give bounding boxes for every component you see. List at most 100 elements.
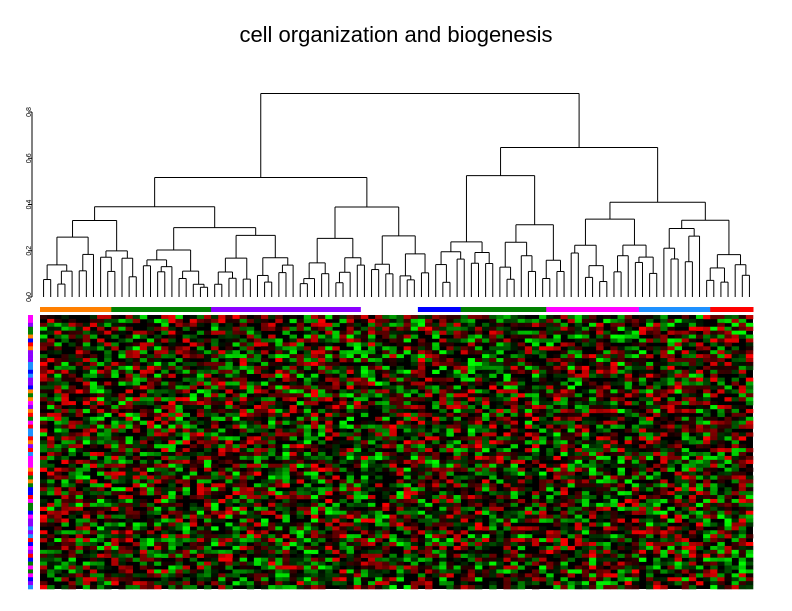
heatmap-cell xyxy=(97,502,105,508)
heatmap-cell xyxy=(253,455,262,461)
heatmap-cell xyxy=(296,338,305,343)
heatmap-cell xyxy=(432,358,440,363)
heatmap-cell xyxy=(218,444,226,449)
heatmap-cell xyxy=(154,506,162,512)
heatmap-cell xyxy=(624,428,633,433)
heatmap-cell xyxy=(567,393,576,398)
heatmap-cell xyxy=(460,428,469,433)
heatmap-cell xyxy=(389,483,397,488)
heatmap-cell xyxy=(367,330,376,335)
heatmap-cell xyxy=(118,534,126,539)
heatmap-cell xyxy=(710,522,718,527)
heatmap-cell xyxy=(203,365,212,371)
heatmap-cell xyxy=(425,318,433,324)
heatmap-cell xyxy=(282,518,290,523)
heatmap-cell xyxy=(581,369,590,375)
heatmap-cell xyxy=(517,377,526,382)
heatmap-cell xyxy=(332,463,340,468)
heatmap-cell xyxy=(517,342,526,347)
heatmap-cell xyxy=(453,358,461,363)
heatmap-cell xyxy=(175,475,183,480)
heatmap-cell xyxy=(261,487,269,492)
heatmap-cell xyxy=(546,432,554,437)
heatmap-cell xyxy=(589,440,597,445)
heatmap-cell xyxy=(474,491,483,496)
heatmap-cell xyxy=(717,498,725,504)
heatmap-cell xyxy=(196,452,205,457)
heatmap-cell xyxy=(560,389,568,394)
heatmap-cell xyxy=(146,389,155,394)
heatmap-cell xyxy=(104,459,112,465)
heatmap-cell xyxy=(40,330,48,335)
heatmap-cell xyxy=(667,401,675,406)
heatmap-cell xyxy=(531,502,540,508)
heatmap-cell xyxy=(89,401,98,406)
heatmap-cell xyxy=(439,483,447,488)
heatmap-cell xyxy=(667,428,675,433)
heatmap-cell xyxy=(474,381,483,386)
heatmap-cell xyxy=(353,350,362,355)
heatmap-cell xyxy=(111,518,119,523)
heatmap-cell xyxy=(710,358,718,363)
heatmap-cell xyxy=(467,502,476,508)
heatmap-cell xyxy=(68,452,76,457)
heatmap-cell xyxy=(703,385,711,390)
heatmap-cell xyxy=(617,338,625,343)
heatmap-cell xyxy=(681,369,690,375)
heatmap-cell xyxy=(653,483,661,488)
heatmap-cell xyxy=(367,510,376,515)
heatmap-cell xyxy=(417,514,426,519)
heatmap-cell xyxy=(203,405,212,410)
heatmap-cell xyxy=(503,338,511,343)
heatmap-cell xyxy=(47,452,55,457)
heatmap-cell xyxy=(667,498,675,504)
heatmap-cell xyxy=(111,397,119,402)
heatmap-cell xyxy=(82,381,91,386)
heatmap-cell xyxy=(125,459,133,465)
heatmap-cell xyxy=(710,393,718,398)
heatmap-cell xyxy=(510,420,519,425)
heatmap-cell xyxy=(581,315,590,320)
heatmap-cell xyxy=(417,440,426,445)
heatmap-cell xyxy=(574,373,583,378)
heatmap-cell xyxy=(310,459,319,465)
heatmap-cell xyxy=(596,455,604,461)
heatmap-cell xyxy=(175,428,183,433)
heatmap-cell xyxy=(154,318,162,324)
heatmap-cell xyxy=(403,397,412,402)
heatmap-cell xyxy=(581,397,590,402)
heatmap-cell xyxy=(653,385,661,390)
heatmap-cell xyxy=(296,416,305,421)
heatmap-cell xyxy=(232,495,240,500)
heatmap-cell xyxy=(738,393,747,398)
heatmap-cell xyxy=(97,471,105,476)
heatmap-cell xyxy=(318,358,326,363)
heatmap-cell xyxy=(596,338,604,343)
heatmap-cell xyxy=(154,510,162,515)
heatmap-cell xyxy=(681,440,690,445)
heatmap-cell xyxy=(296,471,305,476)
heatmap-cell xyxy=(40,463,48,468)
heatmap-cell xyxy=(660,467,668,472)
heatmap-cell xyxy=(97,491,105,496)
heatmap-cell xyxy=(75,397,84,402)
heatmap-cell xyxy=(660,334,668,339)
heatmap-cell xyxy=(289,318,297,324)
heatmap-cell xyxy=(296,459,305,465)
heatmap-cell xyxy=(581,428,590,433)
heatmap-cell xyxy=(360,436,369,441)
heatmap-cell xyxy=(196,534,205,539)
heatmap-cell xyxy=(560,518,568,523)
heatmap-cell xyxy=(560,479,568,484)
heatmap-cell xyxy=(161,448,169,453)
heatmap-cell xyxy=(68,483,76,488)
heatmap-cell xyxy=(360,354,369,359)
heatmap-cell xyxy=(695,424,704,429)
heatmap-cell xyxy=(175,455,183,461)
heatmap-cell xyxy=(581,471,590,476)
heatmap-cell xyxy=(553,514,561,519)
heatmap-cell xyxy=(574,452,583,457)
heatmap-cell xyxy=(631,459,640,465)
heatmap-cell xyxy=(275,385,283,390)
heatmap-cell xyxy=(146,393,155,398)
